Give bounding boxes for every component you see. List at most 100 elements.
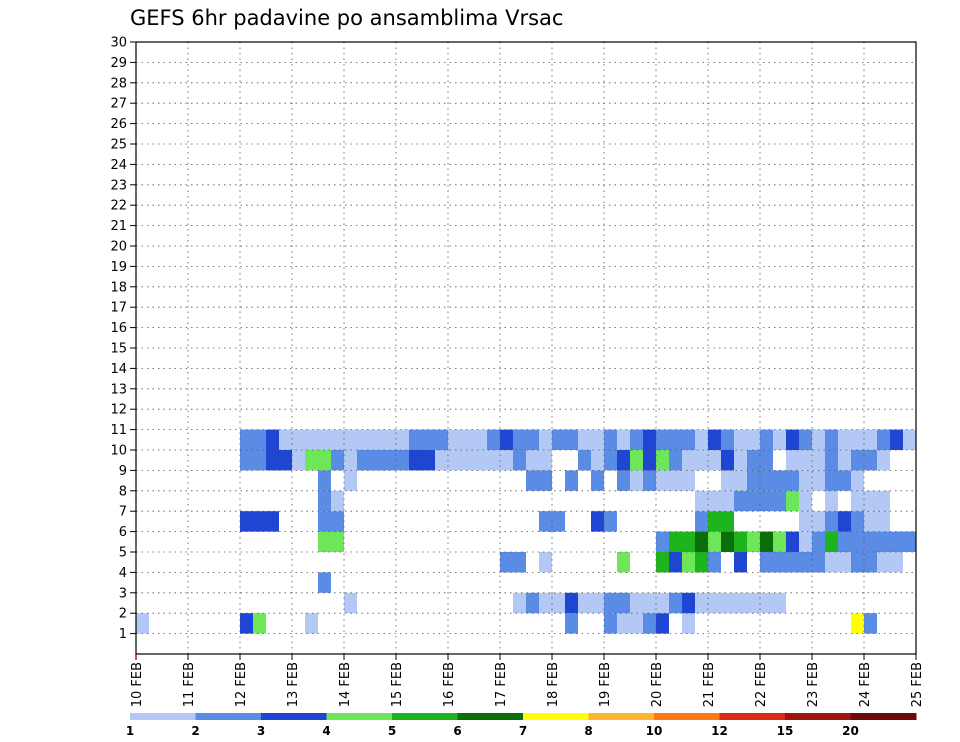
- heatmap-cell: [357, 450, 370, 471]
- heatmap-cell: [539, 429, 552, 450]
- heatmap-cell: [851, 429, 864, 450]
- legend-swatch: [130, 713, 196, 720]
- heatmap-cell: [630, 613, 643, 634]
- heatmap-cell: [331, 429, 344, 450]
- heatmap-cell: [539, 592, 552, 614]
- heatmap-cell: [500, 429, 513, 450]
- heatmap-cell: [240, 613, 253, 634]
- heatmap-cell: [877, 531, 890, 552]
- heatmap-cell: [565, 592, 578, 614]
- heatmap-cell: [617, 470, 630, 491]
- heatmap-cell: [682, 592, 695, 614]
- heatmap-cell: [344, 450, 357, 471]
- heatmap-cell: [825, 450, 838, 471]
- heatmap-cell: [292, 450, 305, 471]
- legend-swatch: [326, 713, 393, 720]
- x-tick-label: 20 FEB: [650, 662, 665, 707]
- heatmap-cell: [890, 429, 903, 450]
- heatmap-cell: [682, 613, 695, 634]
- heatmap-cell: [552, 511, 565, 532]
- heatmap-cell: [877, 490, 890, 512]
- heatmap-cell: [747, 490, 760, 512]
- heatmap-cell: [331, 511, 344, 532]
- heatmap-cell: [331, 490, 344, 512]
- legend-label: 20: [842, 724, 859, 738]
- heatmap-cell: [435, 450, 448, 471]
- legend-swatch: [392, 713, 458, 720]
- heatmap-cell: [695, 592, 708, 614]
- heatmap-cell: [526, 470, 539, 491]
- y-tick-label: 8: [119, 484, 127, 499]
- heatmap-cell: [669, 592, 682, 614]
- heatmap-cell: [617, 552, 630, 573]
- heatmap-cell: [695, 490, 708, 512]
- x-tick-label: 12 FEB: [234, 662, 249, 707]
- heatmap-cell: [539, 450, 552, 471]
- heatmap-cell: [357, 429, 370, 450]
- y-tick-label: 3: [119, 586, 127, 601]
- heatmap-cell: [565, 613, 578, 634]
- heatmap-cell: [903, 531, 916, 552]
- heatmap-cell: [474, 429, 487, 450]
- heatmap-cell: [760, 470, 773, 491]
- heatmap-cell: [656, 552, 669, 573]
- heatmap-cell: [747, 470, 760, 491]
- heatmap-cell: [461, 429, 474, 450]
- y-axis: 1234567891011121314151617181920212223242…: [110, 36, 136, 642]
- heatmap-cell: [240, 429, 253, 450]
- heatmap-cell: [669, 531, 682, 552]
- heatmap-cell: [591, 592, 604, 614]
- heatmap-cell: [799, 531, 812, 552]
- heatmap-cell: [734, 429, 747, 450]
- heatmap-cell: [812, 511, 825, 532]
- legend-label: 5: [388, 724, 396, 738]
- heatmap-cell: [799, 429, 812, 450]
- heatmap-cell: [734, 470, 747, 491]
- legend-swatch: [785, 713, 851, 720]
- heatmap-cell: [331, 450, 344, 471]
- legend-label: 10: [646, 724, 663, 738]
- heatmap-cell: [838, 531, 851, 552]
- y-tick-label: 13: [110, 382, 127, 397]
- heatmap-cell: [318, 470, 331, 491]
- heatmap-cell: [643, 613, 656, 634]
- y-tick-label: 1: [119, 627, 127, 642]
- color-legend: 1 2 3 4 5 6 7 8 10 12 15 20: [126, 713, 917, 738]
- y-tick-label: 14: [110, 362, 127, 377]
- heatmap-cell: [812, 531, 825, 552]
- heatmap-cell: [422, 450, 435, 471]
- heatmap-cell: [513, 450, 526, 471]
- legend-swatch: [457, 713, 524, 720]
- heatmap-cell: [721, 450, 734, 471]
- heatmap-cell: [396, 450, 409, 471]
- heatmap-cell: [708, 531, 721, 552]
- heatmap-cell: [409, 429, 422, 450]
- heatmap-cell: [773, 531, 786, 552]
- heatmap-cell: [877, 511, 890, 532]
- heatmap-cell: [864, 531, 877, 552]
- heatmap-cell: [838, 511, 851, 532]
- chart-title: GEFS 6hr padavine po ansamblima Vrsac: [130, 6, 564, 30]
- heatmap-cell: [760, 531, 773, 552]
- heatmap-cell: [643, 592, 656, 614]
- heatmap-cell: [825, 470, 838, 491]
- heatmap-cell: [253, 613, 266, 634]
- heatmap-cell: [760, 490, 773, 512]
- heatmap-cell: [825, 531, 838, 552]
- legend-swatch: [588, 713, 655, 720]
- x-axis: 10 FEB 11 FEB 12 FEB 13 FEB 14 FEB 15 FEB 16 F…: [130, 654, 925, 707]
- heatmap-cell: [617, 429, 630, 450]
- heatmap-cell: [708, 592, 721, 614]
- heatmap-cell: [643, 450, 656, 471]
- heatmap-cell: [344, 470, 357, 491]
- heatmap-cell: [682, 450, 695, 471]
- heatmap-cell: [513, 592, 526, 614]
- heatmap-cell: [318, 531, 331, 552]
- heatmap-cell: [565, 429, 578, 450]
- heatmap-cell: [292, 429, 305, 450]
- heatmap-cell: [708, 429, 721, 450]
- heatmap-cell: [604, 511, 617, 532]
- heatmap-cell: [799, 450, 812, 471]
- heatmap-cell: [500, 552, 513, 573]
- heatmap-cell: [656, 470, 669, 491]
